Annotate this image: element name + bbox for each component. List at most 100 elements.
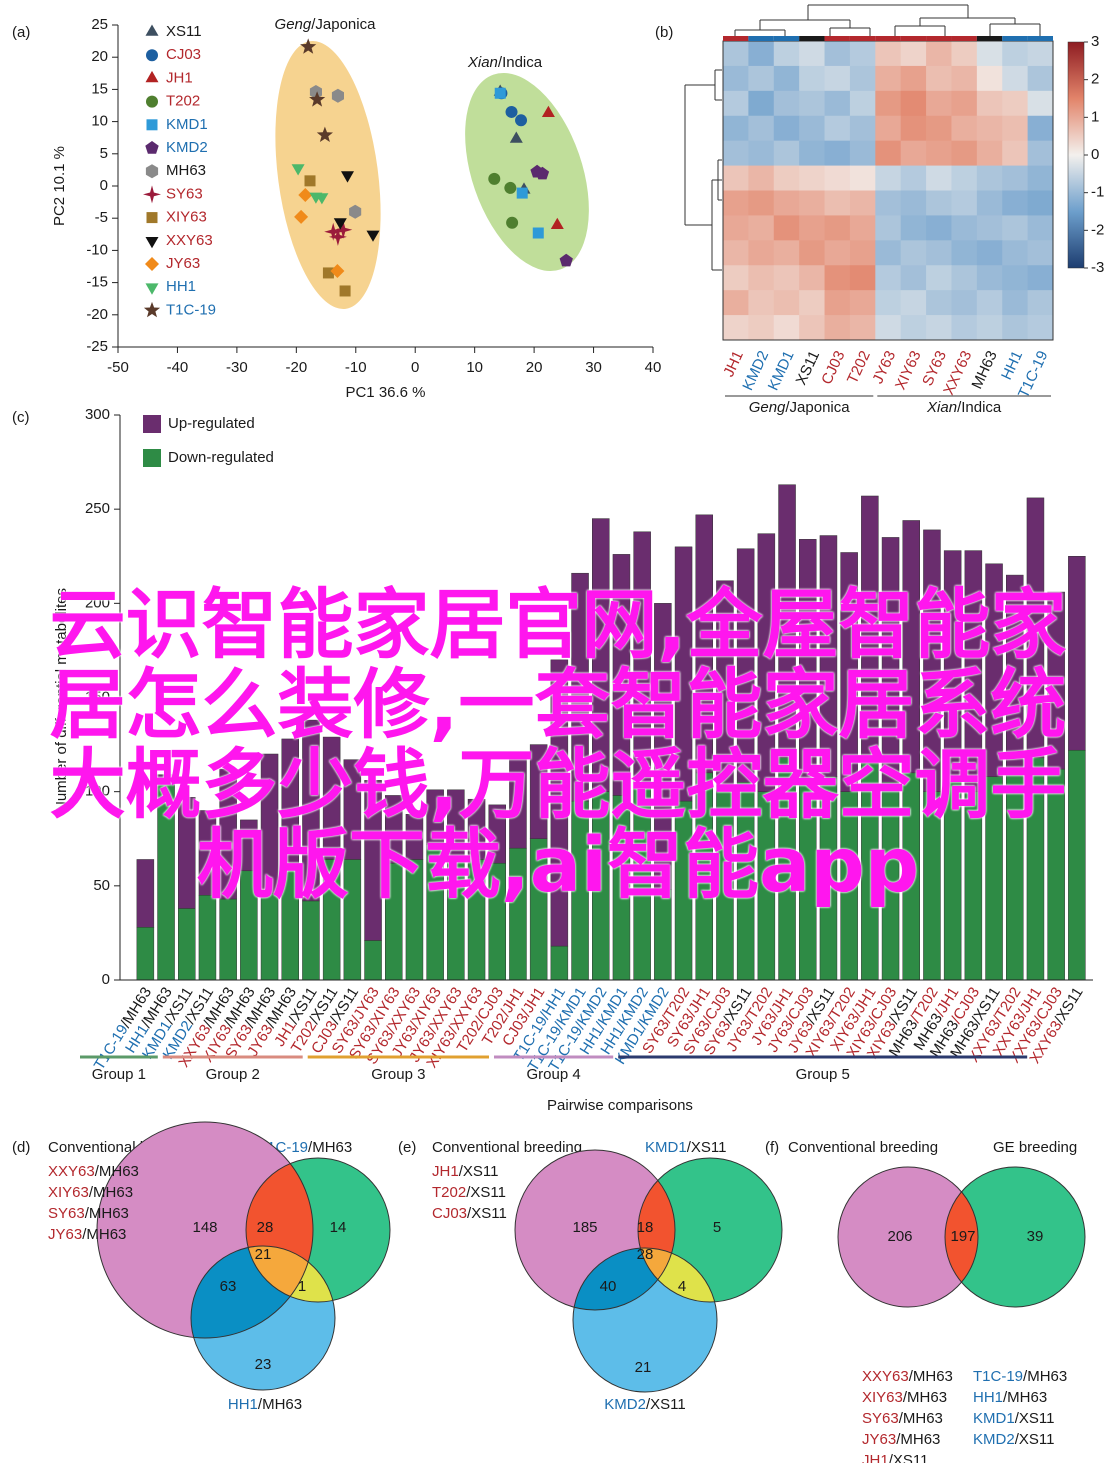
bar-segment [529,744,548,839]
heatmap-cell [1027,240,1054,266]
text-part: /XS11 [467,1205,507,1222]
venn-count: 18 [637,1219,654,1236]
venn-count: 5 [713,1219,721,1236]
marker [309,91,326,107]
marker [330,264,345,278]
y-tick-label: 250 [85,500,110,517]
text-part: JH1 [432,1163,459,1180]
row-dendrogram [684,69,722,271]
heatmap-cell [926,90,952,117]
legend-label: XXY63 [166,232,213,249]
heatmap-cell [1027,315,1054,341]
heatmap-cell [900,190,927,216]
heatmap-cell [748,290,775,316]
panel-label: (e) [398,1139,416,1156]
bar-segment [178,908,196,981]
text-part: /MH63 [896,1431,940,1448]
heatmap-cell [1002,90,1029,117]
heatmap-cell [723,190,749,216]
text-part: /MH63 [82,1226,126,1243]
text-part: JH1 [862,1452,889,1463]
venn-outline [514,1149,676,1311]
bar-segment [426,789,444,845]
text-part: T1C-19 [973,1368,1023,1385]
group-label: Group 4 [526,1066,580,1083]
heatmap-cell [875,115,902,142]
venn-outline [944,1166,1086,1308]
colorbar-tick-label: -3 [1091,259,1104,276]
marker [304,175,316,187]
heatmap-cell [1002,115,1029,142]
heatmap-cell [900,41,927,67]
text-part: XXY63 [166,232,213,249]
y-tick-label: 50 [93,877,110,894]
x-tick-label: -40 [167,359,189,376]
text-part: XS11 [166,23,202,40]
set-label: KMD2/XS11 [604,1396,685,1413]
overlay-text: 云识智能家居官网,全屋智能家居怎么装修,一套智能家居系统大概多少钱,万能遥控器空… [49,580,1067,909]
text-part: /MH63 [89,1184,133,1201]
bar-segment [1047,591,1065,770]
column-label: XS11 [793,348,823,387]
heatmap-cell [1027,290,1054,316]
text-part: /MH63 [308,1139,352,1156]
heatmap-cell [900,115,927,142]
marker [294,209,309,224]
column-label: T202 [844,348,874,386]
marker [322,267,334,279]
marker [488,172,501,185]
bar-segment [1026,497,1045,759]
x-tick-label: 10 [466,359,483,376]
bar-segment [447,789,465,860]
legend-marker [145,237,159,249]
marker [298,188,313,202]
marker [341,171,354,183]
heatmap-cell [926,165,952,191]
text-part: KMD1 [166,116,208,133]
marker [334,220,353,239]
legend-marker [145,141,159,154]
bar-segment [488,804,506,864]
bar-segment [219,768,237,900]
panel-label: (b) [655,24,673,41]
colorbar-tick-label: 2 [1091,71,1099,88]
heatmap-cell [976,90,1003,117]
text-part: Conventional breeding [788,1139,938,1156]
venn-count: 40 [600,1278,617,1295]
text-part: KMD2 [604,1396,646,1413]
text-part: JH1 [720,348,747,379]
legend-marker [145,283,159,295]
bar-segment [757,533,776,792]
y-tick-label: 100 [85,783,110,800]
heatmap-cell [799,115,826,142]
venn-region [945,1167,1085,1307]
venn-count: 39 [1027,1228,1044,1245]
venn-count: 185 [572,1219,597,1236]
comparison-label: KMD1/XS11 [973,1410,1054,1427]
bar-segment [136,927,155,981]
comparison-label: XIY63/MH63 [48,1184,133,1201]
bar-segment [136,859,155,928]
bar-segment [343,759,362,860]
heatmap-cell [900,65,927,92]
annotation: Geng/Japonica [275,16,377,33]
marker [300,38,317,54]
heatmap-cell [875,190,902,216]
y-axis-label: PC2 10.1 % [51,146,68,226]
heatmap-cell [799,41,826,67]
comparison-label: T202/XS11 [432,1184,506,1201]
text-part: T1C-19 [166,301,216,318]
heatmap-cell [748,240,775,266]
column-label: JH1 [720,348,747,379]
bar-segment [716,580,734,792]
text-part: /Japonica [785,399,850,416]
bar-segment [467,798,486,860]
venn-heading: Conventional breeding [788,1139,938,1156]
heatmap-cell [951,90,978,117]
legend-marker [145,24,159,36]
heatmap-cell [951,240,978,266]
legend-label: SY63 [166,185,203,202]
legend-label: JH1 [166,69,193,86]
heatmap-cell [799,265,826,291]
heatmap-cell [1002,290,1029,316]
